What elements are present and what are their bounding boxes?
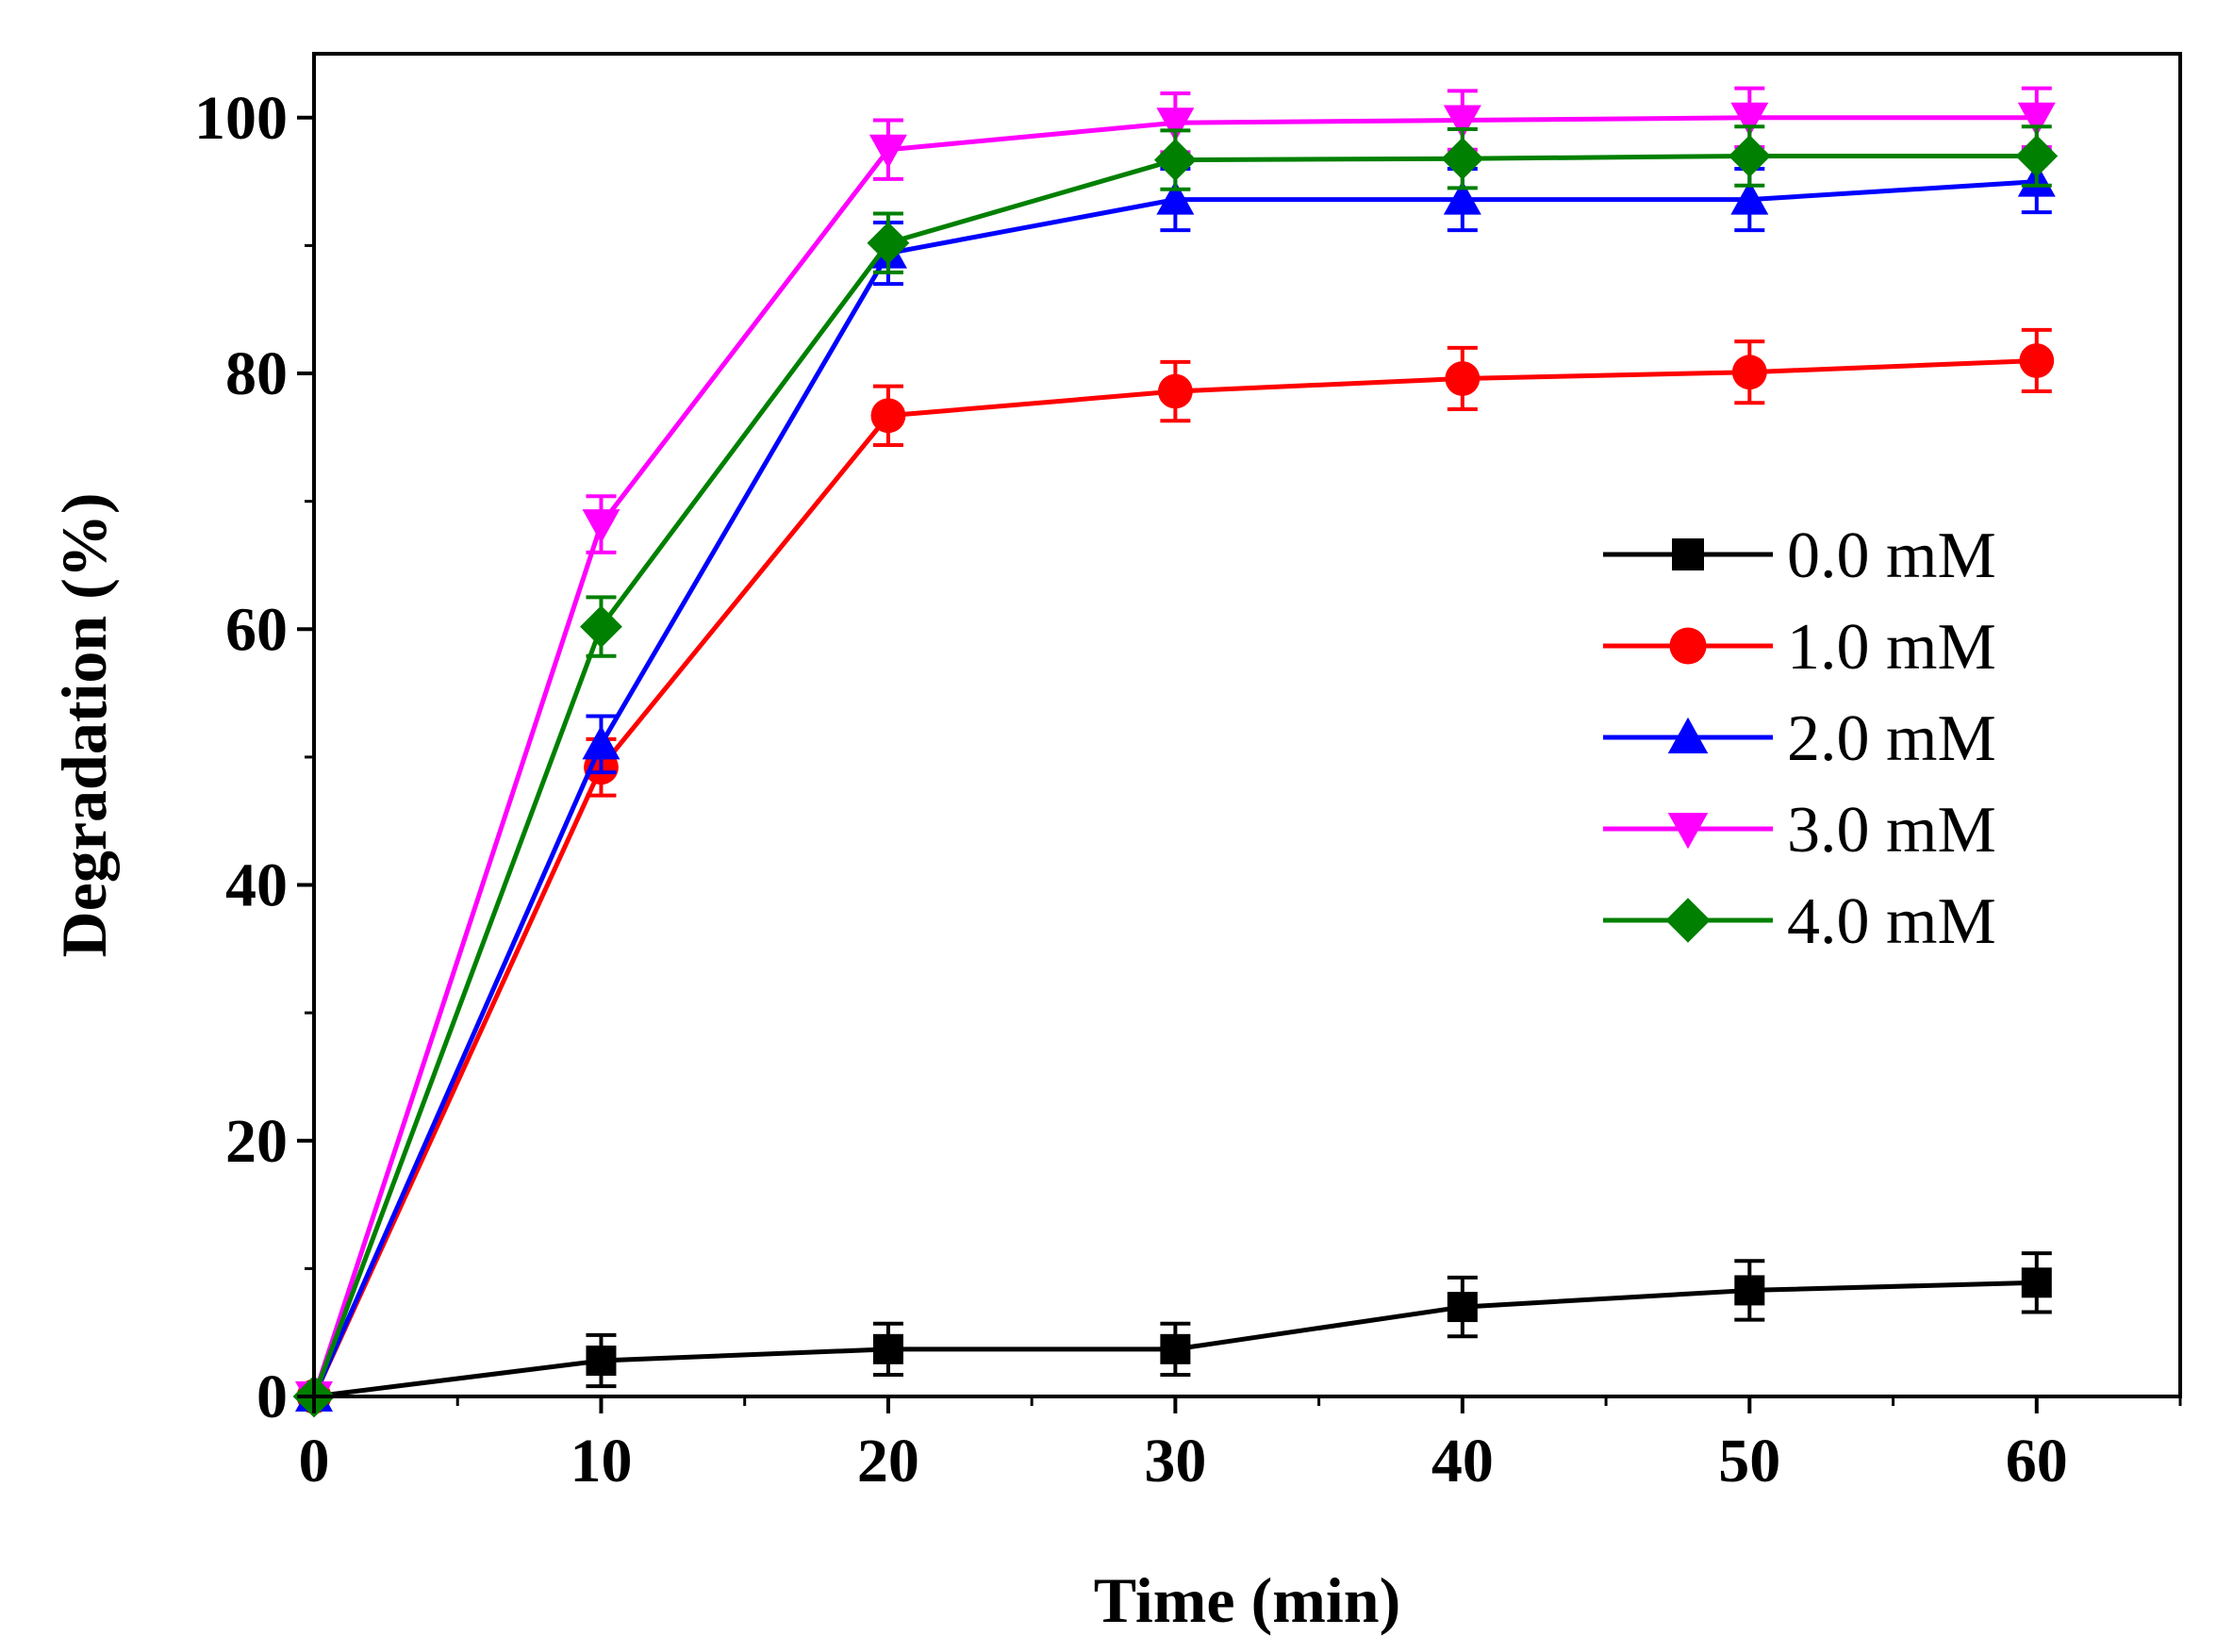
data-point [1728, 135, 1771, 177]
legend-entry: 0.0 mM [1603, 520, 1996, 592]
legend-entry: 4.0 mM [1603, 885, 1996, 958]
x-tick-label: 40 [1431, 1427, 1494, 1495]
data-point [869, 134, 907, 169]
data-point [582, 509, 620, 544]
x-tick-label: 0 [299, 1427, 330, 1495]
data-point [867, 222, 910, 265]
data-point [1730, 180, 1769, 215]
data-point [1441, 137, 1484, 180]
legend-label: 1.0 mM [1787, 611, 1996, 684]
legend-entry: 1.0 mM [1603, 611, 1996, 684]
data-point [1447, 1292, 1478, 1323]
data-point [870, 398, 906, 434]
data-point [1445, 361, 1481, 396]
series-line [311, 357, 2037, 1398]
x-axis-title: Time (min) [1094, 1564, 1401, 1636]
data-point [1734, 1275, 1765, 1306]
series-0-0-mM [299, 1251, 2052, 1412]
legend-marker [1667, 717, 1709, 753]
data-point [2019, 343, 2055, 378]
series-2-0-mM [295, 149, 2056, 1412]
legend-marker [1667, 813, 1709, 850]
x-tick-label: 20 [857, 1427, 919, 1495]
data-point [580, 605, 622, 648]
x-tick-label: 60 [2006, 1427, 2068, 1495]
y-tick-label: 100 [194, 84, 288, 153]
data-point [2015, 135, 2059, 177]
y-tick-label: 0 [256, 1363, 288, 1431]
data-point [586, 1346, 617, 1377]
y-axis-title: Degradation (%) [48, 493, 120, 958]
legend-marker [1672, 538, 1704, 570]
data-point [1160, 1333, 1191, 1364]
legend-label: 3.0 mM [1787, 794, 1996, 867]
legend-entry: 3.0 mM [1603, 794, 1996, 867]
data-point [2021, 1267, 2052, 1298]
data-point [1156, 107, 1195, 142]
data-point [1156, 180, 1195, 215]
legend-marker [1665, 898, 1711, 943]
data-point [1731, 355, 1767, 390]
series-line [311, 153, 2037, 1397]
plot-frame [312, 52, 2182, 1398]
y-tick-label: 60 [225, 595, 288, 664]
data-point [582, 725, 620, 760]
series-1-0-mM [296, 327, 2055, 1414]
plot-area [292, 86, 2059, 1418]
data-point [2017, 102, 2056, 137]
legend-label: 4.0 mM [1787, 885, 1996, 958]
data-point [1443, 105, 1481, 140]
data-point [1443, 180, 1481, 215]
data-point [872, 1333, 903, 1364]
data-point [1730, 102, 1769, 137]
x-tick-label: 10 [570, 1427, 632, 1495]
data-point [1157, 373, 1193, 409]
y-tick-label: 80 [225, 339, 288, 408]
series-4-0-mM [292, 124, 2059, 1418]
x-tick-label: 30 [1144, 1427, 1206, 1495]
legend-label: 0.0 mM [1787, 520, 1996, 592]
y-tick-label: 40 [225, 851, 288, 920]
data-point [1153, 139, 1197, 181]
legend-label: 2.0 mM [1787, 702, 1996, 775]
axes: 0 10 20 30 40 50 60 0 20 40 60 80 100 [194, 52, 2182, 1495]
x-tick-label: 50 [1718, 1427, 1780, 1495]
y-tick-label: 20 [225, 1107, 288, 1176]
legend-entry: 2.0 mM [1603, 702, 1996, 775]
series-line [311, 115, 2037, 1397]
legend-marker [1669, 627, 1707, 665]
legend: 0.0 mM 1.0 mM 2.0 mM 3.0 mM 4.0 mM [1603, 520, 1996, 958]
